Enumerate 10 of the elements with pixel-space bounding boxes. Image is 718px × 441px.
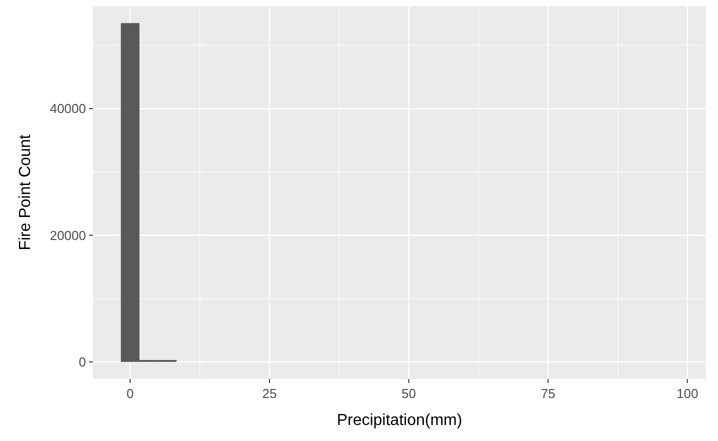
x-tick-label: 50 <box>402 386 416 401</box>
y-tick-label: 40000 <box>50 101 86 116</box>
y-tick-label: 20000 <box>50 228 86 243</box>
y-axis-title: Fire Point Count <box>17 134 34 250</box>
x-tick-label: 25 <box>262 386 277 401</box>
x-tick-label: 75 <box>540 386 556 401</box>
x-tick-label: 0 <box>126 386 134 401</box>
y-tick-label: 0 <box>78 354 86 370</box>
x-axis-title: Precipitation(mm) <box>336 412 462 429</box>
x-tick-label: 100 <box>676 386 698 401</box>
